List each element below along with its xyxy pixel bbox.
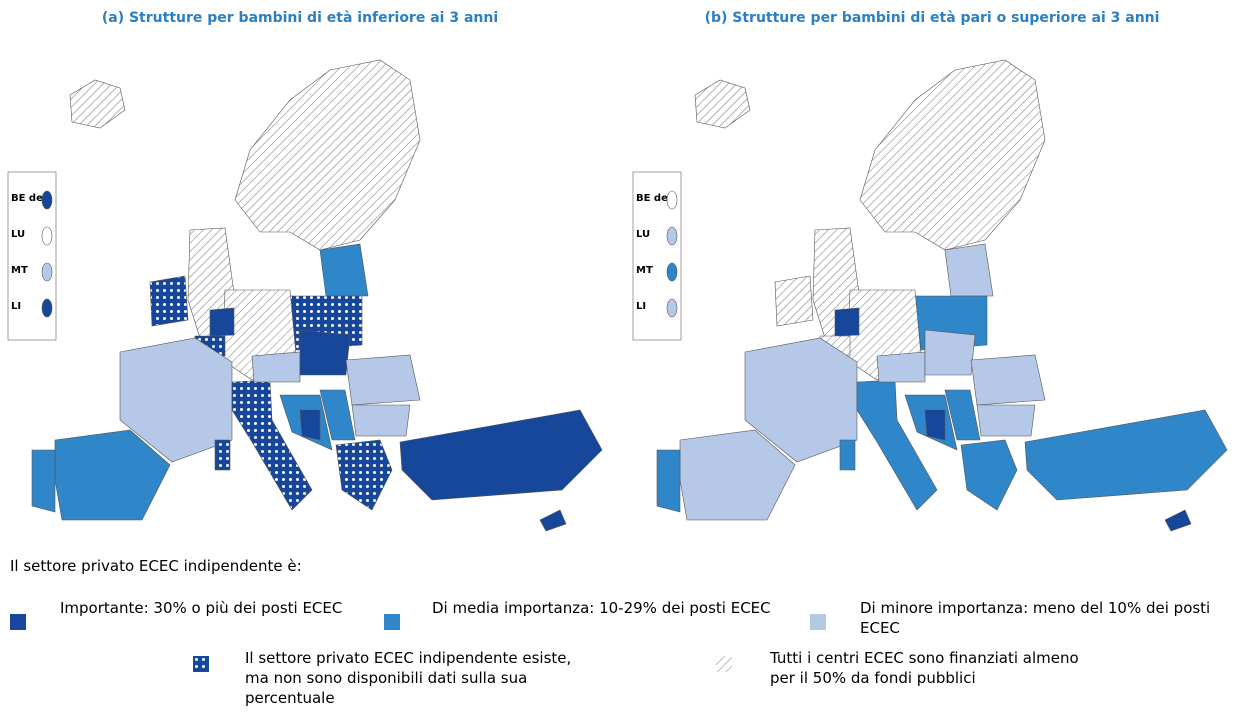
map-title: (a) Strutture per bambini di età inferio… (102, 10, 498, 26)
legend-swatch (716, 656, 732, 672)
legend-swatch (10, 614, 26, 630)
legend-label: Il settore privato ECEC indipendente esi… (245, 648, 595, 708)
country (961, 440, 1017, 510)
legend-swatch (384, 614, 400, 630)
inset-country (42, 263, 52, 281)
country (1025, 410, 1227, 500)
country (835, 308, 859, 336)
inset-country (667, 299, 677, 317)
country (840, 440, 855, 470)
map: BE de LU MT LI (8, 60, 602, 531)
country (977, 405, 1035, 436)
country (1165, 510, 1191, 531)
country (657, 450, 680, 512)
inset-label: LU (636, 229, 650, 240)
legend-swatch (810, 614, 826, 630)
inset-label: BE de (636, 193, 668, 204)
country (346, 355, 420, 405)
legend-label: Tutti i centri ECEC sono finanziati alme… (770, 648, 1080, 688)
country (945, 244, 993, 296)
country (877, 352, 925, 382)
country (150, 276, 188, 326)
inset-label: MT (636, 265, 653, 276)
map-title: (b) Strutture per bambini di età pari o … (705, 10, 1160, 26)
maps: (a) Strutture per bambini di età inferio… (0, 0, 1247, 560)
legend-label: Di minore importanza: meno del 10% dei p… (860, 598, 1240, 638)
country (860, 60, 1045, 250)
country (70, 80, 125, 128)
country (300, 330, 350, 375)
legend-label: Importante: 30% o più dei posti ECEC (60, 598, 360, 618)
inset-label: LI (11, 301, 21, 312)
country (540, 510, 566, 531)
inset-country (42, 191, 52, 209)
country (695, 80, 750, 128)
inset-country (42, 227, 52, 245)
inset-country (667, 227, 677, 245)
country (235, 60, 420, 250)
country (925, 330, 975, 375)
inset-country (42, 299, 52, 317)
country (400, 410, 602, 500)
inset-label: BE de (11, 193, 43, 204)
inset-country (667, 263, 677, 281)
inset-country (667, 191, 677, 209)
legend-swatch (193, 656, 209, 672)
country (336, 440, 392, 510)
legend-label: Di media importanza: 10-29% dei posti EC… (432, 598, 792, 618)
country (300, 410, 320, 440)
country (925, 410, 945, 440)
country (32, 450, 55, 512)
country (215, 440, 230, 470)
inset-label: MT (11, 265, 28, 276)
legend-heading: Il settore privato ECEC indipendente è: (10, 556, 302, 576)
inset-label: LI (636, 301, 646, 312)
country (775, 276, 813, 326)
country (210, 308, 234, 336)
page: (a) Strutture per bambini di età inferio… (0, 0, 1247, 715)
country (971, 355, 1045, 405)
map: BE de LU MT LI (633, 60, 1227, 531)
country (320, 244, 368, 296)
country (252, 352, 300, 382)
inset-label: LU (11, 229, 25, 240)
country (352, 405, 410, 436)
